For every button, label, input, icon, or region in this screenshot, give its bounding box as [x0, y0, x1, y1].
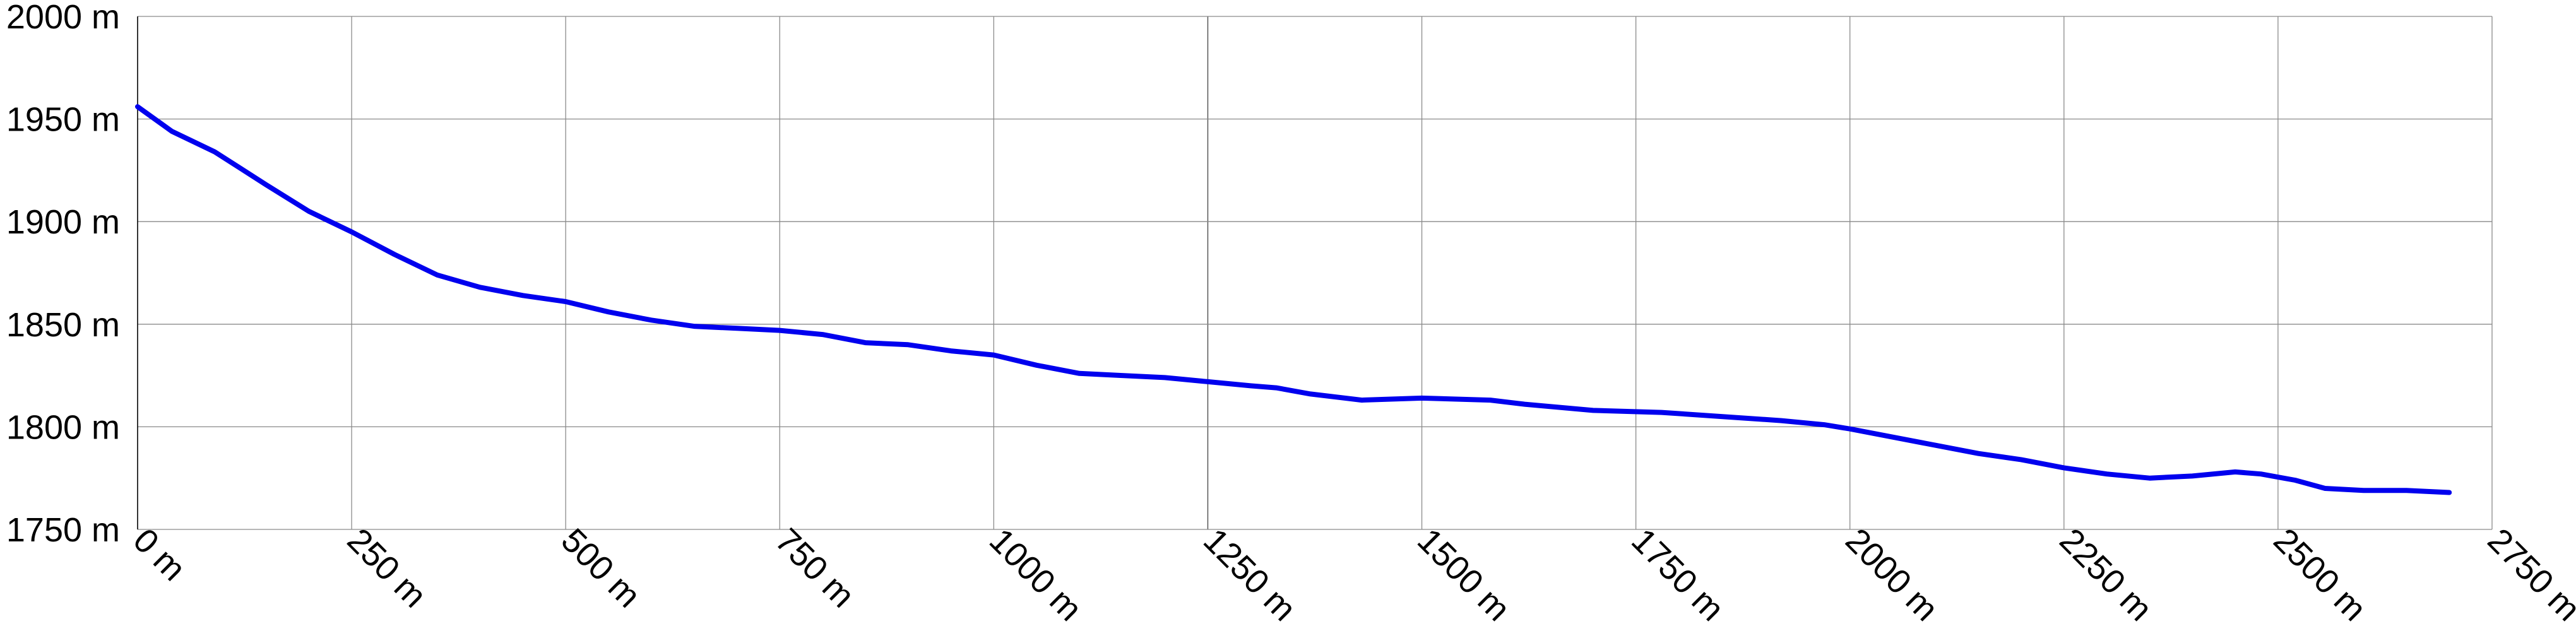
y-tick-label: 1850 m [6, 306, 120, 344]
x-tick-label: 250 m [340, 521, 434, 615]
y-tick-label: 1950 m [6, 101, 120, 139]
x-tick-label: 2000 m [1838, 521, 1945, 628]
x-tick-label: 750 m [768, 521, 862, 615]
x-tick-label: 1000 m [982, 521, 1089, 628]
y-tick-label: 1800 m [6, 408, 120, 446]
x-axis-tick-labels: 0 m 250 m 500 m 750 m 1000 m 1250 m 1500 m 1750… [126, 521, 2576, 628]
x-tick-label: 1500 m [1410, 521, 1517, 628]
y-axis-tick-labels: 1750 m 1800 m 1850 m 1900 m 1950 m 2000 m [6, 0, 120, 549]
y-tick-label: 1900 m [6, 203, 120, 241]
x-tick-label: 1750 m [1624, 521, 1731, 628]
x-tick-label: 500 m [554, 521, 648, 615]
x-tick-label: 0 m [126, 521, 193, 588]
x-tick-label: 2500 m [2266, 521, 2373, 628]
x-tick-label: 2250 m [2052, 521, 2159, 628]
series [135, 104, 2452, 495]
grid [138, 16, 2493, 530]
x-tick-label: 1250 m [1196, 521, 1303, 628]
x-tick-label: 2750 m [2481, 521, 2576, 628]
y-tick-label: 1750 m [6, 511, 120, 549]
elevation-series-line [135, 104, 2452, 495]
y-tick-label: 2000 m [6, 0, 120, 36]
